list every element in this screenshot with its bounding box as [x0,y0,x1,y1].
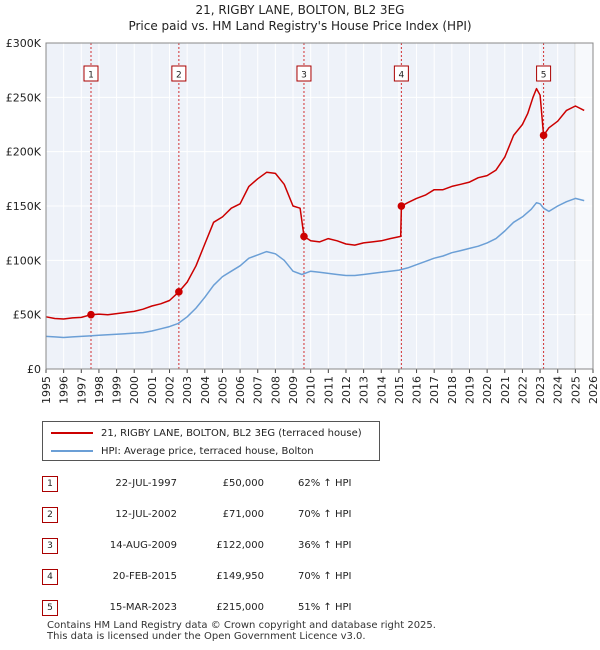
y-tick-label: £0 [27,363,41,376]
legend-label-hpi: HPI: Average price, terraced house, Bolt… [101,445,314,457]
x-tick-label: 2013 [358,376,371,404]
x-tick-label: 1997 [75,376,88,404]
transaction-number-badge: 2 [42,507,58,523]
transaction-label-box [536,65,552,82]
x-tick-label: 2024 [552,376,565,404]
plot-border [45,42,594,370]
transaction-marker [87,310,95,319]
table-row: 5 15-MAR-2023 £215,000 51% ↑ HPI [42,596,582,622]
y-tick-label: £300K [6,37,42,50]
transaction-marker [300,232,308,241]
x-tick-label: 2017 [428,376,441,404]
transaction-hpi-change: 70% ↑ HPI [298,509,352,520]
transaction-date: 14-AUG-2009 [109,540,177,551]
legend-item-hpi: HPI: Average price, terraced house, Bolt… [51,443,314,459]
x-tick-label: 2002 [164,376,177,404]
legend-swatch-property [51,432,93,434]
x-tick-label: 2023 [534,376,547,404]
table-row: 1 22-JUL-1997 £50,000 62% ↑ HPI [42,472,582,498]
transaction-label-number: 4 [399,71,405,81]
chart-subtitle: Price paid vs. HM Land Registry's House … [128,19,472,33]
table-row: 4 20-FEB-2015 £149,950 70% ↑ HPI [42,565,582,591]
y-tick-label: £100K [6,254,42,267]
x-tick-label: 2015 [393,376,406,404]
transaction-date: 22-JUL-1997 [115,478,177,489]
footer-attribution: Contains HM Land Registry data © Crown c… [47,620,436,642]
table-row: 3 14-AUG-2009 £122,000 36% ↑ HPI [42,534,582,560]
transaction-date: 15-MAR-2023 [109,602,177,613]
transaction-number-badge: 5 [42,600,58,616]
x-tick-label: 2022 [516,376,529,404]
transaction-date: 20-FEB-2015 [112,571,177,582]
y-tick-label: £150K [6,200,42,213]
transaction-number-badge: 1 [42,476,58,492]
transaction-hpi-change: 62% ↑ HPI [298,478,352,489]
transaction-date: 12-JUL-2002 [115,509,177,520]
x-tick-label: 1999 [111,376,124,404]
x-tick-label: 2000 [128,376,141,404]
price-chart: 1 2 3 4 5 £0 £50K £100K £150K £200K £250K £300K 199… [6,37,600,404]
transaction-label-box [83,65,99,82]
transaction-marker [397,202,406,210]
transaction-number-badge: 4 [42,569,58,585]
x-tick-label: 2018 [446,376,459,404]
x-tick-label: 2016 [411,376,424,404]
y-tick-label: £50K [13,309,42,322]
chart-legend: 21, RIGBY LANE, BOLTON, BL2 3EG (terrace… [42,421,380,461]
x-tick-label: 2005 [216,376,229,404]
transaction-hpi-change: 70% ↑ HPI [298,571,352,582]
x-tick-label: 2012 [340,376,353,404]
legend-swatch-hpi [51,450,93,452]
x-tick-label: 2014 [375,376,388,404]
legend-label-property: 21, RIGBY LANE, BOLTON, BL2 3EG (terrace… [101,427,362,439]
legend-item-property: 21, RIGBY LANE, BOLTON, BL2 3EG (terrace… [51,425,362,441]
transaction-label-box [296,65,312,82]
y-tick-label: £200K [6,146,42,159]
table-row: 2 12-JUL-2002 £71,000 70% ↑ HPI [42,503,582,529]
x-tick-label: 2011 [322,376,335,404]
x-tick-label: 2025 [569,376,582,404]
property-price-line [45,87,585,320]
transaction-marker [539,131,548,140]
y-tick-label: £250K [6,91,42,104]
transaction-label-number: 1 [88,71,94,81]
transaction-hpi-change: 51% ↑ HPI [298,602,352,613]
x-tick-label: 2008 [269,376,282,404]
footer-line-copyright: Contains HM Land Registry data © Crown c… [47,620,436,631]
x-tick-label: 2009 [287,376,300,404]
x-tick-label: 2021 [499,376,512,404]
transaction-price: £149,950 [216,571,264,582]
x-tick-label: 2006 [234,376,247,404]
transaction-label-number: 3 [301,71,307,81]
footer-line-licence: This data is licensed under the Open Gov… [47,631,366,642]
transaction-number-badge: 3 [42,538,58,554]
hpi-line [45,197,585,339]
transaction-label-number: 2 [176,71,182,81]
x-tick-label: 2019 [463,376,476,404]
x-tick-label: 1996 [58,376,71,404]
x-tick-label: 2004 [199,376,212,404]
transaction-price: £122,000 [216,540,264,551]
x-tick-label: 2007 [252,376,265,404]
transaction-hpi-change: 36% ↑ HPI [298,540,352,551]
transaction-price: £50,000 [222,478,264,489]
x-tick-label: 2010 [305,376,318,404]
transaction-label-number: 5 [541,71,547,81]
transaction-price: £71,000 [222,509,264,520]
transaction-label-box [171,65,187,82]
x-tick-label: 2003 [181,376,194,404]
x-tick-label: 1998 [93,376,106,404]
chart-title: 21, RIGBY LANE, BOLTON, BL2 3EG [195,3,405,17]
transaction-marker [175,288,183,296]
transaction-price: £215,000 [216,602,264,613]
x-tick-label: 1995 [40,376,53,404]
transaction-label-box [393,65,409,82]
x-tick-label: 2001 [146,376,159,404]
x-tick-label: 2026 [587,376,600,404]
x-tick-label: 2020 [481,376,494,404]
